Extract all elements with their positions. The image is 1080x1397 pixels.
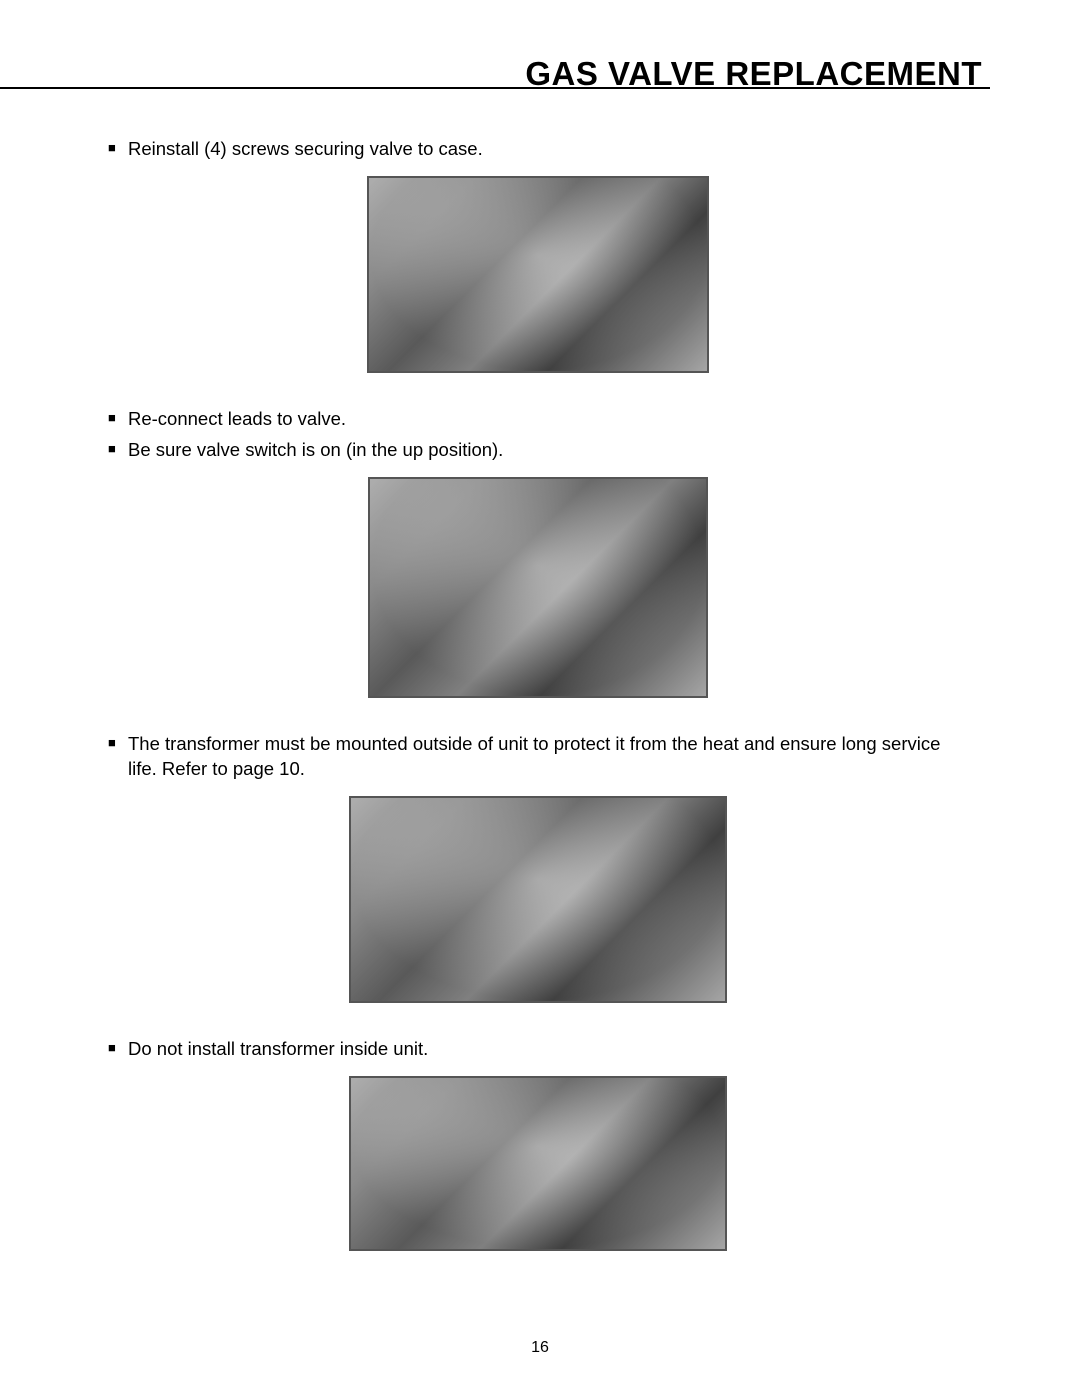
photo-valve-screws — [367, 176, 709, 373]
bullet-valve-switch: Be sure valve switch is on (in the up po… — [108, 438, 968, 463]
page: GAS VALVE REPLACEMENT Reinstall (4) scre… — [0, 0, 1080, 1397]
title-row: GAS VALVE REPLACEMENT — [90, 55, 990, 93]
bullet-no-internal-transformer: Do not install transformer inside unit. — [108, 1037, 968, 1062]
photo-valve-assembly — [368, 477, 708, 698]
figure-3 — [108, 796, 968, 1003]
page-number: 16 — [0, 1339, 1080, 1357]
bullet-transformer-mount: The transformer must be mounted outside … — [108, 732, 968, 782]
bullet-reinstall-screws: Reinstall (4) screws securing valve to c… — [108, 137, 968, 162]
figure-2 — [108, 477, 968, 698]
bullet-reconnect-leads: Re-connect leads to valve. — [108, 407, 968, 432]
figure-1 — [108, 176, 968, 373]
figure-4 — [108, 1076, 968, 1251]
photo-unit-interior — [349, 1076, 727, 1251]
page-title: GAS VALVE REPLACEMENT — [90, 55, 990, 93]
photo-transformer-external — [349, 796, 727, 1003]
content: Reinstall (4) screws securing valve to c… — [90, 137, 990, 1251]
